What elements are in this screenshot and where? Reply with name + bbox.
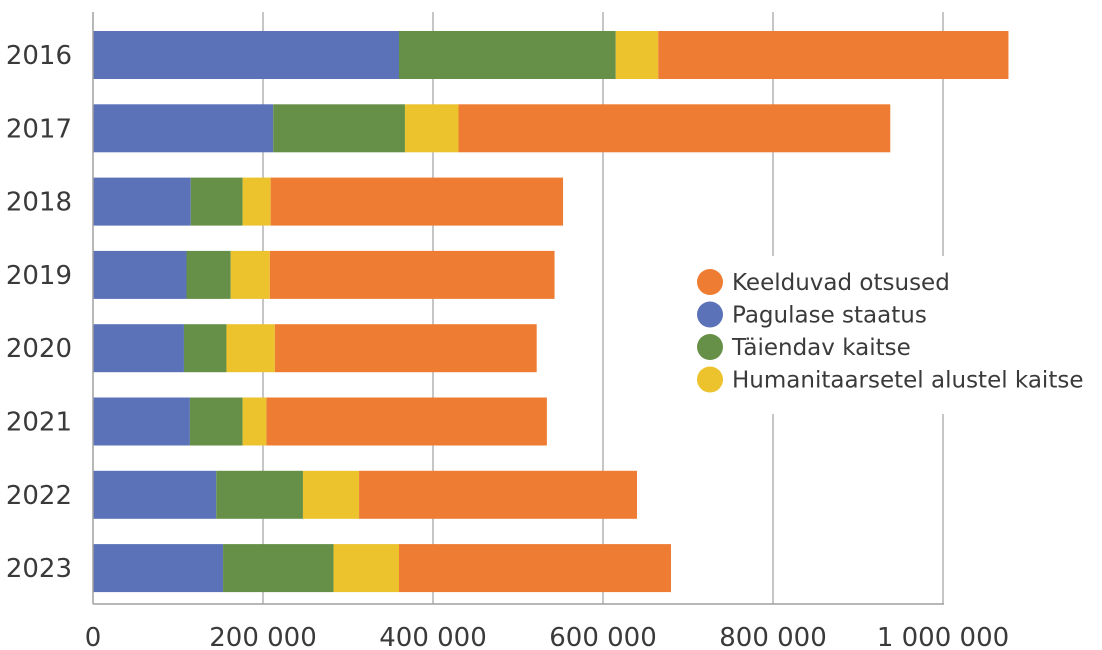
legend-label: Keelduvad otsused	[732, 270, 950, 296]
x-tick-label: 1 000 000	[877, 623, 1009, 650]
legend-background	[688, 256, 1088, 414]
legend-swatch-icon	[697, 334, 723, 360]
bar-2019-pagulase-staatus	[93, 250, 187, 299]
bar-2018-keelduvad-otsused	[270, 177, 564, 226]
bar-2022-täiendav-kaitse	[216, 470, 303, 519]
bar-2022-keelduvad-otsused	[359, 470, 637, 519]
bar-2020-keelduvad-otsused	[274, 324, 537, 373]
bar-2019-humanitaarsetel-alustel-kaitse	[230, 250, 270, 299]
category-label: 2016	[6, 41, 72, 71]
bar-2023-keelduvad-otsused	[399, 544, 671, 593]
x-tick-label: 600 000	[549, 623, 657, 650]
x-tick-label: 0	[85, 623, 102, 650]
bar-2018-humanitaarsetel-alustel-kaitse	[242, 177, 271, 226]
bar-2020-humanitaarsetel-alustel-kaitse	[226, 324, 275, 373]
bar-2016-humanitaarsetel-alustel-kaitse	[615, 31, 659, 79]
bar-2023-täiendav-kaitse	[223, 544, 334, 593]
bar-2022-pagulase-staatus	[93, 470, 217, 519]
category-label: 2020	[6, 334, 72, 364]
bar-2020-pagulase-staatus	[93, 324, 184, 373]
bar-2022-humanitaarsetel-alustel-kaitse	[302, 470, 360, 519]
x-tick-label: 400 000	[379, 623, 487, 650]
bar-2017-pagulase-staatus	[93, 104, 274, 153]
legend-label: Pagulase staatus	[732, 303, 927, 329]
bar-2019-täiendav-kaitse	[186, 250, 231, 299]
category-label: 2023	[6, 554, 72, 584]
bar-2016-täiendav-kaitse	[399, 31, 616, 79]
bar-2023-humanitaarsetel-alustel-kaitse	[333, 544, 399, 593]
axes: 2016 2017 2018 2019 2020 2021 2022 2023 0 200 000…	[6, 12, 1009, 650]
legend: Keelduvad otsused Pagulase staatus Täienda…	[688, 256, 1088, 414]
category-label: 2018	[6, 188, 72, 218]
legend-swatch-icon	[697, 301, 723, 328]
bar-2017-keelduvad-otsused	[458, 104, 891, 153]
bar-2021-keelduvad-otsused	[266, 397, 547, 446]
bars	[93, 31, 1009, 593]
bar-2021-täiendav-kaitse	[189, 397, 243, 446]
category-label: 2017	[6, 114, 72, 144]
bar-2018-täiendav-kaitse	[190, 177, 243, 226]
bar-2023-pagulase-staatus	[93, 544, 224, 593]
category-label: 2019	[6, 261, 72, 291]
bar-2018-pagulase-staatus	[93, 177, 191, 226]
bar-2019-keelduvad-otsused	[269, 250, 555, 299]
legend-label: Täiendav kaitse	[731, 335, 911, 361]
bar-2021-pagulase-staatus	[93, 397, 190, 446]
category-label: 2022	[6, 481, 72, 511]
legend-swatch-icon	[697, 269, 723, 295]
legend-swatch-icon	[697, 366, 723, 393]
bar-2021-humanitaarsetel-alustel-kaitse	[242, 397, 267, 446]
bar-2016-keelduvad-otsused	[658, 31, 1009, 79]
x-tick-label: 200 000	[209, 623, 317, 650]
bar-2020-täiendav-kaitse	[183, 324, 227, 373]
bar-2017-humanitaarsetel-alustel-kaitse	[404, 104, 459, 153]
category-label: 2021	[6, 408, 72, 438]
legend-label: Humanitaarsetel alustel kaitse	[732, 368, 1083, 394]
bar-2017-täiendav-kaitse	[273, 104, 405, 153]
x-tick-label: 800 000	[719, 623, 827, 650]
bar-2016-pagulase-staatus	[93, 31, 399, 79]
